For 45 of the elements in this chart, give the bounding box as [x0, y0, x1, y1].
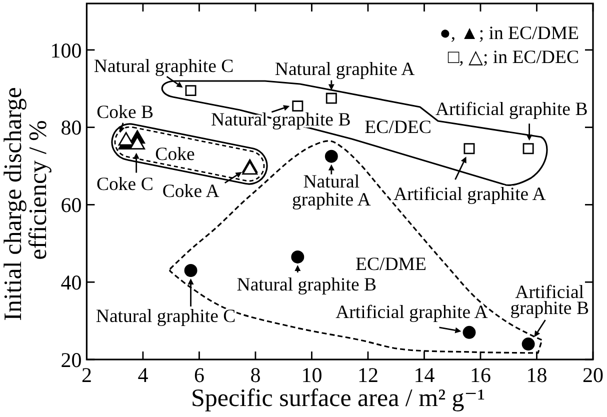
- annotation: Natural graphite A: [292, 171, 372, 210]
- x-tick-label: 14: [414, 363, 436, 387]
- annotation: Natural graphite C: [96, 306, 236, 327]
- annotation: □, △; in EC/DEC: [448, 47, 579, 68]
- annotation: Coke: [155, 144, 195, 165]
- point: [292, 100, 304, 112]
- annotation: Natural graphite B: [210, 110, 351, 131]
- x-tick-label: 12: [357, 363, 378, 387]
- annotation: Artificial graphite A: [336, 302, 488, 324]
- annotation: Natural graphite C: [94, 56, 234, 77]
- annotation: Artificial graphite A: [394, 184, 546, 206]
- annotation: EC/DME: [356, 254, 426, 275]
- annotation: Coke C: [96, 174, 154, 196]
- annotation: Artificial graphite B: [510, 282, 589, 320]
- x-tick-label: 2: [81, 363, 92, 387]
- x-axis-title: Specific surface area / m² g⁻¹: [190, 385, 486, 412]
- x-tick-label: 4: [138, 363, 149, 387]
- point: [185, 85, 196, 96]
- point: [324, 150, 338, 163]
- x-tick-label: 6: [194, 363, 204, 387]
- point: [522, 143, 534, 154]
- annotation: Artificial graphite B: [435, 99, 588, 120]
- x-tick-label: 16: [470, 363, 491, 387]
- y-tick-label: 20: [60, 348, 82, 372]
- x-tick-label: 10: [301, 363, 322, 387]
- annotation: Natural graphite B: [236, 274, 377, 296]
- y-tick-label: 80: [60, 116, 82, 140]
- point: [184, 264, 198, 277]
- annotation: Natural graphite A: [274, 59, 416, 80]
- x-tick-label: 20: [582, 363, 604, 387]
- y-axis-title: Initial charge discharge efficiency / %: [0, 87, 52, 321]
- y-tick-label: 60: [60, 193, 82, 218]
- point: [326, 92, 337, 104]
- annotation: EC/DEC: [364, 117, 432, 138]
- annotation: ●, ▲; in EC/DME: [440, 23, 579, 44]
- point: [522, 338, 535, 350]
- point: [462, 326, 476, 339]
- x-tick-label: 8: [250, 363, 261, 387]
- point: [464, 143, 475, 154]
- annotation: Coke B: [96, 102, 154, 124]
- x-tick-label: 18: [526, 363, 548, 387]
- point: [291, 250, 304, 264]
- y-tick-label: 100: [50, 38, 82, 62]
- annotation: Coke A: [162, 180, 220, 202]
- y-tick-label: 40: [60, 270, 82, 294]
